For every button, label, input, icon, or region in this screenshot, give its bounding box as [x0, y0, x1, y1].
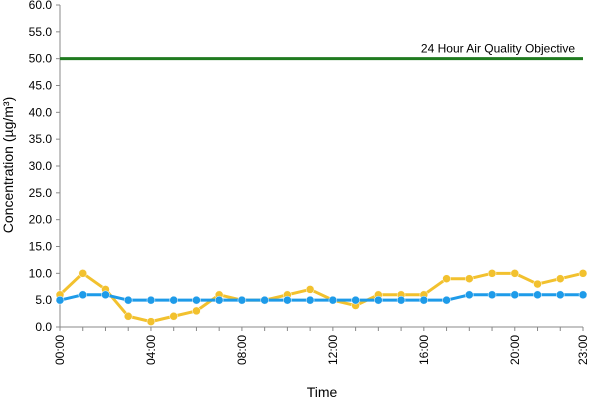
series-2-point — [78, 290, 87, 300]
series-1-point — [556, 274, 565, 283]
series-1-point — [578, 269, 588, 278]
series-2-point — [146, 295, 156, 305]
series-2-point — [123, 295, 133, 305]
series-2-point — [556, 290, 565, 300]
series-1-point — [533, 279, 542, 289]
x-tick-label: 08:00 — [235, 335, 249, 365]
series-1-point — [442, 274, 451, 283]
series-1-point — [305, 285, 315, 294]
series-2-point — [101, 290, 110, 300]
series-2-point — [351, 295, 360, 305]
series-2-point — [578, 290, 588, 300]
x-tick-label: 16:00 — [417, 335, 431, 365]
y-tick-label: 15.0 — [29, 240, 53, 254]
series-2-point — [55, 295, 65, 305]
series-2-point — [396, 295, 406, 305]
series-1-point — [146, 317, 156, 326]
reference-line-label: 24 Hour Air Quality Objective — [421, 42, 575, 56]
y-tick-label: 35.0 — [29, 132, 53, 146]
series-2-point — [419, 295, 429, 305]
series-1-point — [487, 269, 497, 278]
series-2-point — [214, 295, 224, 305]
y-tick-label: 40.0 — [29, 105, 53, 119]
series-1-point — [169, 312, 178, 321]
y-tick-label: 60.0 — [29, 0, 53, 12]
series-2-point — [328, 295, 338, 305]
y-tick-label: 30.0 — [29, 159, 53, 173]
series-2-point — [533, 290, 542, 300]
series-2-point — [283, 295, 292, 305]
y-tick-label: 10.0 — [29, 266, 53, 280]
x-tick-label: 20:00 — [508, 335, 522, 365]
series-1-point — [192, 306, 201, 316]
series-2-point — [465, 290, 474, 300]
y-tick-label: 5.0 — [35, 293, 52, 307]
y-tick-label: 45.0 — [29, 79, 53, 93]
series-1-point — [510, 269, 520, 278]
series-1-point — [465, 274, 474, 283]
series-2-point — [442, 295, 451, 305]
y-tick-label: 20.0 — [29, 213, 53, 227]
series-2-point — [192, 295, 201, 305]
y-tick-label: 50.0 — [29, 52, 53, 66]
series-1-line — [58, 271, 584, 324]
y-tick-label: 0.0 — [35, 320, 52, 334]
series-2-point — [260, 295, 269, 305]
series-1-point — [123, 312, 133, 321]
series-2-point — [374, 295, 383, 305]
series-1-point — [78, 269, 87, 278]
x-axis-title: Time — [307, 384, 338, 400]
series-2-point — [237, 295, 247, 305]
x-tick-label: 12:00 — [326, 335, 340, 365]
y-axis-title: Concentration (µg/m³) — [0, 97, 16, 233]
series-2-point — [169, 295, 178, 305]
y-tick-label: 25.0 — [29, 186, 53, 200]
y-tick-label: 55.0 — [29, 25, 53, 39]
x-tick-label: 23:00 — [576, 335, 590, 365]
series-2-point — [487, 290, 497, 300]
series-2-point — [510, 290, 520, 300]
series-2-point — [305, 295, 315, 305]
x-tick-label: 00:00 — [53, 335, 67, 365]
x-tick-label: 04:00 — [144, 335, 158, 365]
